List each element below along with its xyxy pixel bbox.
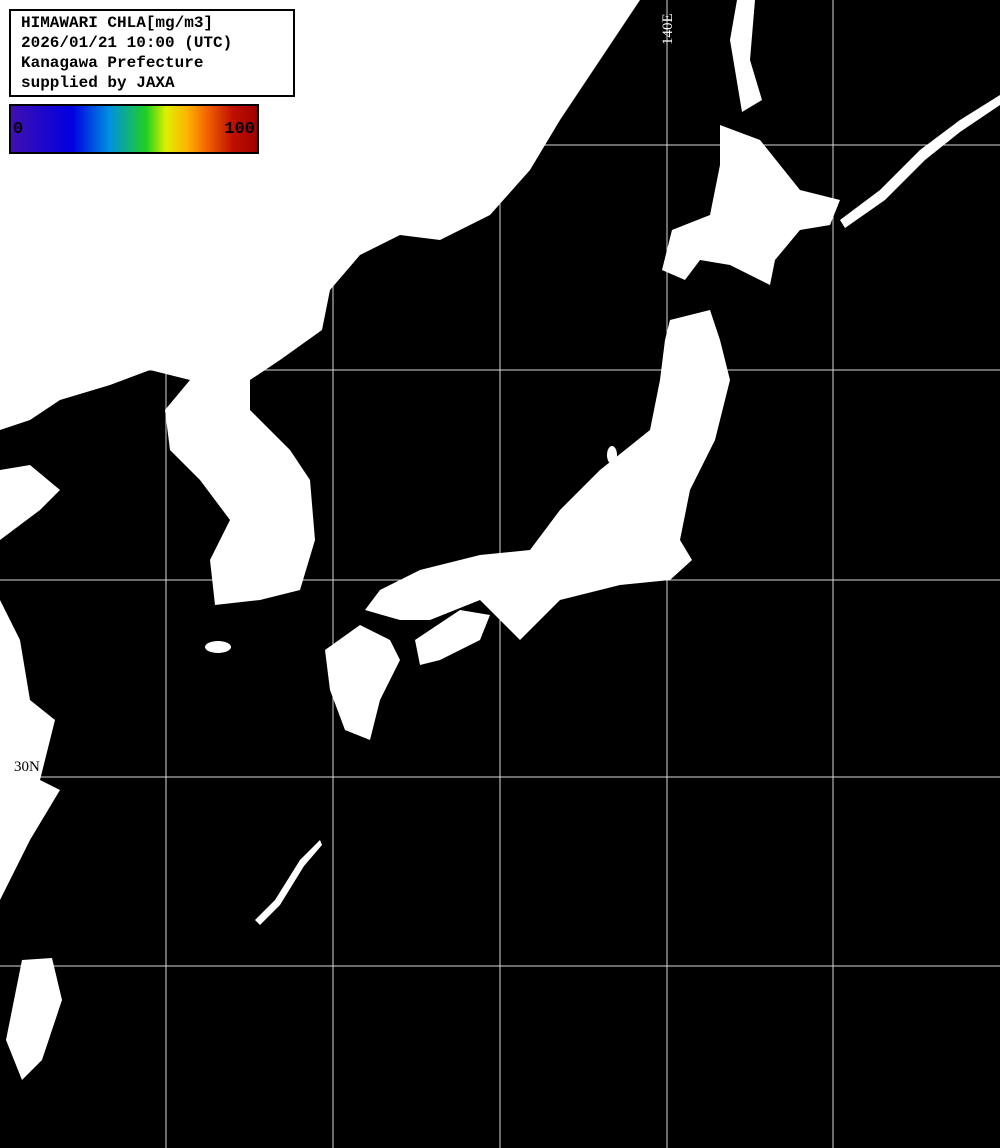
observation-datetime: 2026/01/21 10:00 (UTC)	[21, 34, 233, 52]
shandong-peninsula	[0, 465, 60, 540]
scale-max-label: 100	[224, 120, 255, 139]
korean-peninsula	[165, 380, 315, 605]
info-box: HIMAWARI CHLA[mg/m3] 2026/01/21 10:00 (U…	[9, 9, 295, 97]
honshu	[365, 310, 730, 640]
sakhalin	[730, 0, 762, 112]
label-30n: 30N	[14, 759, 40, 775]
scale-min-label: 0	[13, 120, 24, 139]
taiwan	[6, 958, 62, 1080]
region-name: Kanagawa Prefecture	[21, 54, 204, 72]
sado-island	[607, 446, 617, 464]
china-coast	[0, 600, 60, 900]
kyushu	[325, 625, 400, 740]
label-40n: 40N	[12, 352, 38, 368]
shikoku	[415, 610, 490, 665]
hokkaido	[662, 125, 840, 285]
jeju-island	[205, 641, 231, 653]
label-140e: 140E	[660, 13, 676, 45]
ryukyu-islands	[255, 840, 322, 925]
data-credit: supplied by JAXA	[21, 74, 175, 92]
kuril-islands	[840, 95, 1000, 228]
color-scale-legend: 0 100	[9, 104, 259, 154]
product-title: HIMAWARI CHLA[mg/m3]	[21, 14, 214, 32]
